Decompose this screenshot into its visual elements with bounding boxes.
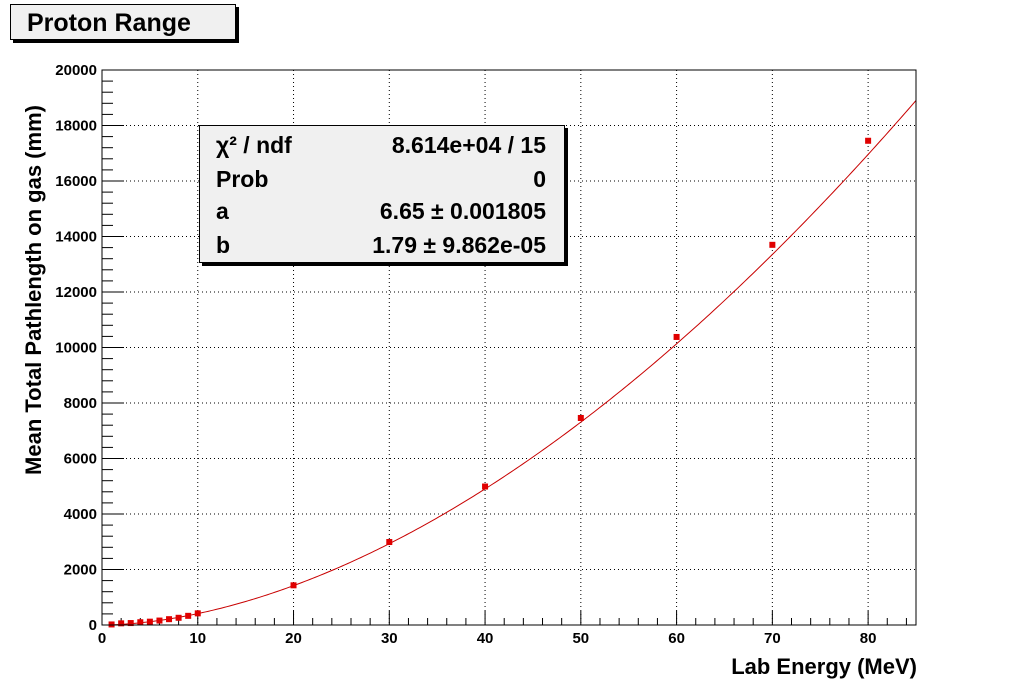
x-tick-label: 40 [477, 630, 494, 647]
y-tick-label: 14000 [55, 229, 97, 246]
plot-frame [101, 69, 917, 626]
data-point [865, 137, 872, 144]
data-point [118, 620, 125, 627]
stat-row-chi2: χ² / ndf 8.614e+04 / 15 [216, 132, 546, 164]
y-tick-label: 18000 [55, 118, 97, 135]
stat-value: 6.65 ± 0.001805 [379, 198, 546, 224]
data-point [482, 483, 489, 490]
data-point [577, 414, 584, 421]
x-tick-label: 0 [98, 630, 106, 647]
y-tick-label: 12000 [55, 284, 97, 301]
stat-value: 1.79 ± 9.862e-05 [372, 232, 546, 258]
data-point [769, 241, 776, 248]
data-point [673, 333, 680, 340]
stat-row-a: a 6.65 ± 0.001805 [216, 198, 546, 230]
data-point [127, 620, 134, 627]
y-tick-label: 20000 [55, 62, 97, 79]
fit-curve [111, 100, 917, 626]
stat-value: 8.614e+04 / 15 [391, 132, 546, 158]
stat-name: b [216, 232, 231, 258]
data-point [290, 582, 297, 589]
stat-value: 0 [533, 166, 546, 192]
stat-row-prob: Prob 0 [216, 166, 546, 198]
y-tick-label: 2000 [64, 562, 97, 579]
data-point [156, 617, 163, 624]
chart-title-text: Proton Range [27, 9, 191, 37]
y-tick-label: 10000 [55, 340, 97, 357]
x-tick-label: 20 [285, 630, 302, 647]
data-markers [108, 137, 872, 628]
y-axis-label: Mean Total Pathlength on gas (mm) [21, 105, 46, 475]
y-tick-label: 6000 [64, 451, 97, 468]
data-point [175, 614, 182, 621]
tick-labels: 0 10 20 30 40 50 60 70 80 0 2000 4000 6000 8000 10000 1… [55, 62, 876, 647]
x-tick-label: 50 [572, 630, 589, 647]
stat-name: Prob [216, 166, 269, 192]
data-point [137, 619, 144, 626]
data-point [108, 621, 115, 628]
x-tick-label: 10 [189, 630, 206, 647]
y-tick-label: 8000 [64, 395, 97, 412]
y-tick-label: 4000 [64, 506, 97, 523]
x-tick-label: 80 [860, 630, 877, 647]
x-axis-label: Lab Energy (MeV) [731, 654, 917, 679]
stat-name: χ² / ndf [216, 132, 292, 158]
x-tick-label: 60 [668, 630, 685, 647]
data-point [166, 616, 173, 623]
data-point [146, 618, 153, 625]
data-point [386, 539, 393, 546]
chart-title: Proton Range [10, 4, 236, 40]
y-tick-label: 16000 [55, 173, 97, 190]
data-point [194, 610, 201, 617]
stat-name: a [216, 198, 229, 224]
stat-row-b: b 1.79 ± 9.862e-05 [216, 232, 546, 264]
x-tick-label: 70 [764, 630, 781, 647]
y-tick-label: 0 [89, 617, 97, 634]
fit-stats-box: χ² / ndf 8.614e+04 / 15 Prob 0 a 6.65 ± … [199, 125, 565, 263]
x-tick-label: 30 [381, 630, 398, 647]
data-point [185, 612, 192, 619]
